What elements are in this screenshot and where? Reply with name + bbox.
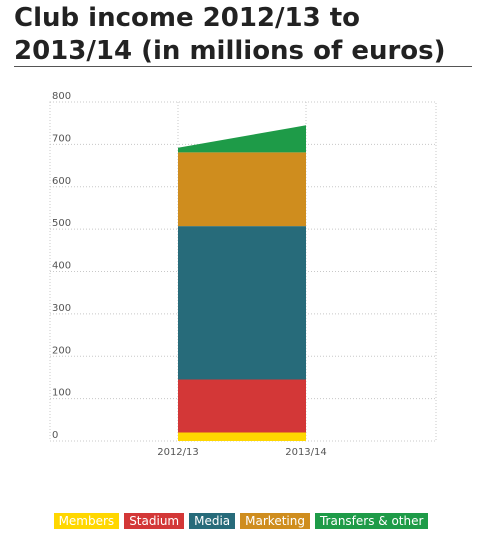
area-stadium xyxy=(178,379,306,433)
y-tick-label-200: 200 xyxy=(52,345,71,356)
chart-title: Club income 2012/13 to 2013/14 (in milli… xyxy=(14,2,470,68)
title-line-2: 2013/14 (in millions of euros) xyxy=(14,36,446,66)
title-line-1: Club income 2012/13 to xyxy=(14,3,361,33)
y-tick-label-800: 800 xyxy=(52,91,71,102)
x-tick-label-1: 2012/13 xyxy=(157,447,199,458)
y-tick-label-300: 300 xyxy=(52,303,71,314)
title-underline xyxy=(14,66,472,67)
legend-item-marketing: Marketing xyxy=(240,513,310,529)
area-marketing xyxy=(178,152,306,227)
y-tick-label-700: 700 xyxy=(52,133,71,144)
y-tick-label-600: 600 xyxy=(52,176,71,187)
y-tick-label-400: 400 xyxy=(52,261,71,272)
legend-item-members: Members xyxy=(53,513,120,529)
x-tick-label-2: 2013/14 xyxy=(285,447,327,458)
income-area-chart: 0 100 200 300 400 500 600 700 800 2012/13 2013/14 xyxy=(49,91,437,458)
area-transfers-other xyxy=(178,125,306,153)
chart-legend: Members Stadium Media Marketing Transfers & … xyxy=(0,513,482,529)
y-tick-label-0: 0 xyxy=(52,430,58,441)
area-members xyxy=(178,432,306,441)
legend-item-media: Media xyxy=(189,513,236,529)
area-media xyxy=(178,226,306,380)
y-tick-label-500: 500 xyxy=(52,218,71,229)
y-tick-label-100: 100 xyxy=(52,388,71,399)
legend-item-transfers-other: Transfers & other xyxy=(314,513,429,529)
legend-item-stadium: Stadium xyxy=(124,513,185,529)
